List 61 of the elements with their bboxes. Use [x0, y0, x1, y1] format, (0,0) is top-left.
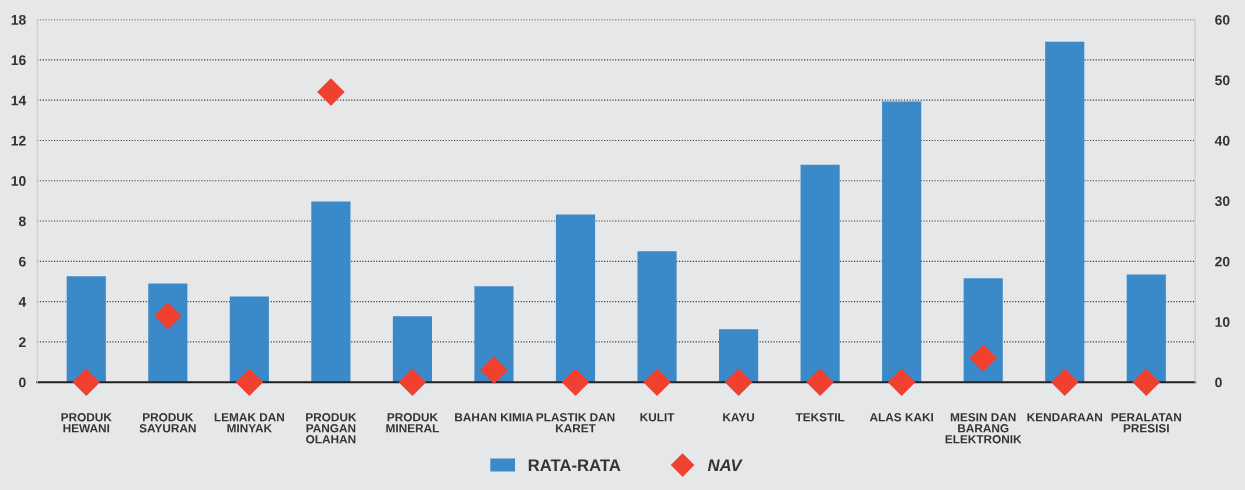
x-tick-label: PERALATAN PRESISI: [1111, 413, 1182, 433]
x-tick-label: KULIT: [640, 413, 675, 422]
x-tick-label: MESIN DAN BARANG ELEKTRONIK: [945, 413, 1022, 444]
y2-tick-label: 60: [1215, 14, 1230, 25]
bar: [637, 251, 677, 383]
bar: [882, 101, 922, 383]
point: [235, 368, 263, 396]
y-tick-label: 18: [11, 14, 26, 25]
bar: [392, 316, 432, 383]
y-tick-label: 16: [11, 55, 26, 66]
bar: [1045, 41, 1085, 383]
point: [643, 368, 671, 396]
y-tick-label: 4: [18, 297, 27, 307]
x-tick-label: ALAS KAKI: [869, 413, 934, 422]
x-tick-label: PRODUK HEWANI: [61, 413, 112, 433]
bar: [1126, 274, 1166, 383]
y2-tick-label: 10: [1215, 317, 1230, 327]
bar: [963, 278, 1003, 383]
x-tick-label: KAYU: [723, 413, 755, 422]
point: [72, 368, 100, 396]
y-tick-label: 10: [11, 176, 26, 186]
y-tick-label: 6: [19, 256, 26, 267]
y2-tick-label: 50: [1215, 75, 1230, 86]
point: [725, 368, 753, 396]
point: [317, 78, 345, 106]
y2-tick-label: 20: [1215, 256, 1230, 267]
point: [154, 302, 182, 330]
x-tick-label: PRODUK SAYURAN: [139, 413, 196, 433]
bar: [474, 286, 514, 383]
legend-label: RATA-RATA: [528, 459, 621, 471]
x-tick-label: PRODUK PANGAN OLAHAN: [306, 413, 357, 444]
point: [969, 344, 997, 372]
y-tick-label: 2: [19, 337, 26, 347]
bar: [148, 283, 188, 383]
y2-tick-label: 30: [1214, 196, 1230, 207]
y2-tick-label: 40: [1214, 135, 1230, 146]
y-tick-label: 12: [11, 135, 26, 146]
bar: [555, 214, 596, 383]
bar: [311, 201, 351, 383]
y-tick-label: 8: [18, 216, 26, 227]
y-tick-label: 14: [11, 95, 27, 106]
bar: [66, 276, 106, 383]
y2-tick-label: 0: [1215, 377, 1222, 388]
point: [1132, 368, 1160, 396]
point: [398, 368, 426, 396]
legend-label: NAV: [707, 459, 743, 471]
point: [480, 356, 508, 384]
bar: [229, 296, 269, 383]
bar: [719, 329, 759, 383]
y-tick-label: 0: [19, 377, 26, 388]
x-tick-label: BAHAN KIMIA: [455, 413, 534, 422]
x-tick-label: KENDARAAN: [1027, 413, 1102, 422]
x-tick-label: TEKSTIL: [795, 413, 845, 422]
point: [1051, 368, 1079, 396]
point: [562, 368, 589, 396]
x-tick-label: LEMAK DAN MINYAK: [214, 413, 284, 433]
point: [806, 368, 834, 396]
x-tick-label: PRODUK MINERAL: [386, 413, 439, 433]
bar: [800, 164, 840, 383]
x-tick-label: PLASTIK DAN KARET: [536, 413, 615, 433]
point: [888, 368, 916, 396]
